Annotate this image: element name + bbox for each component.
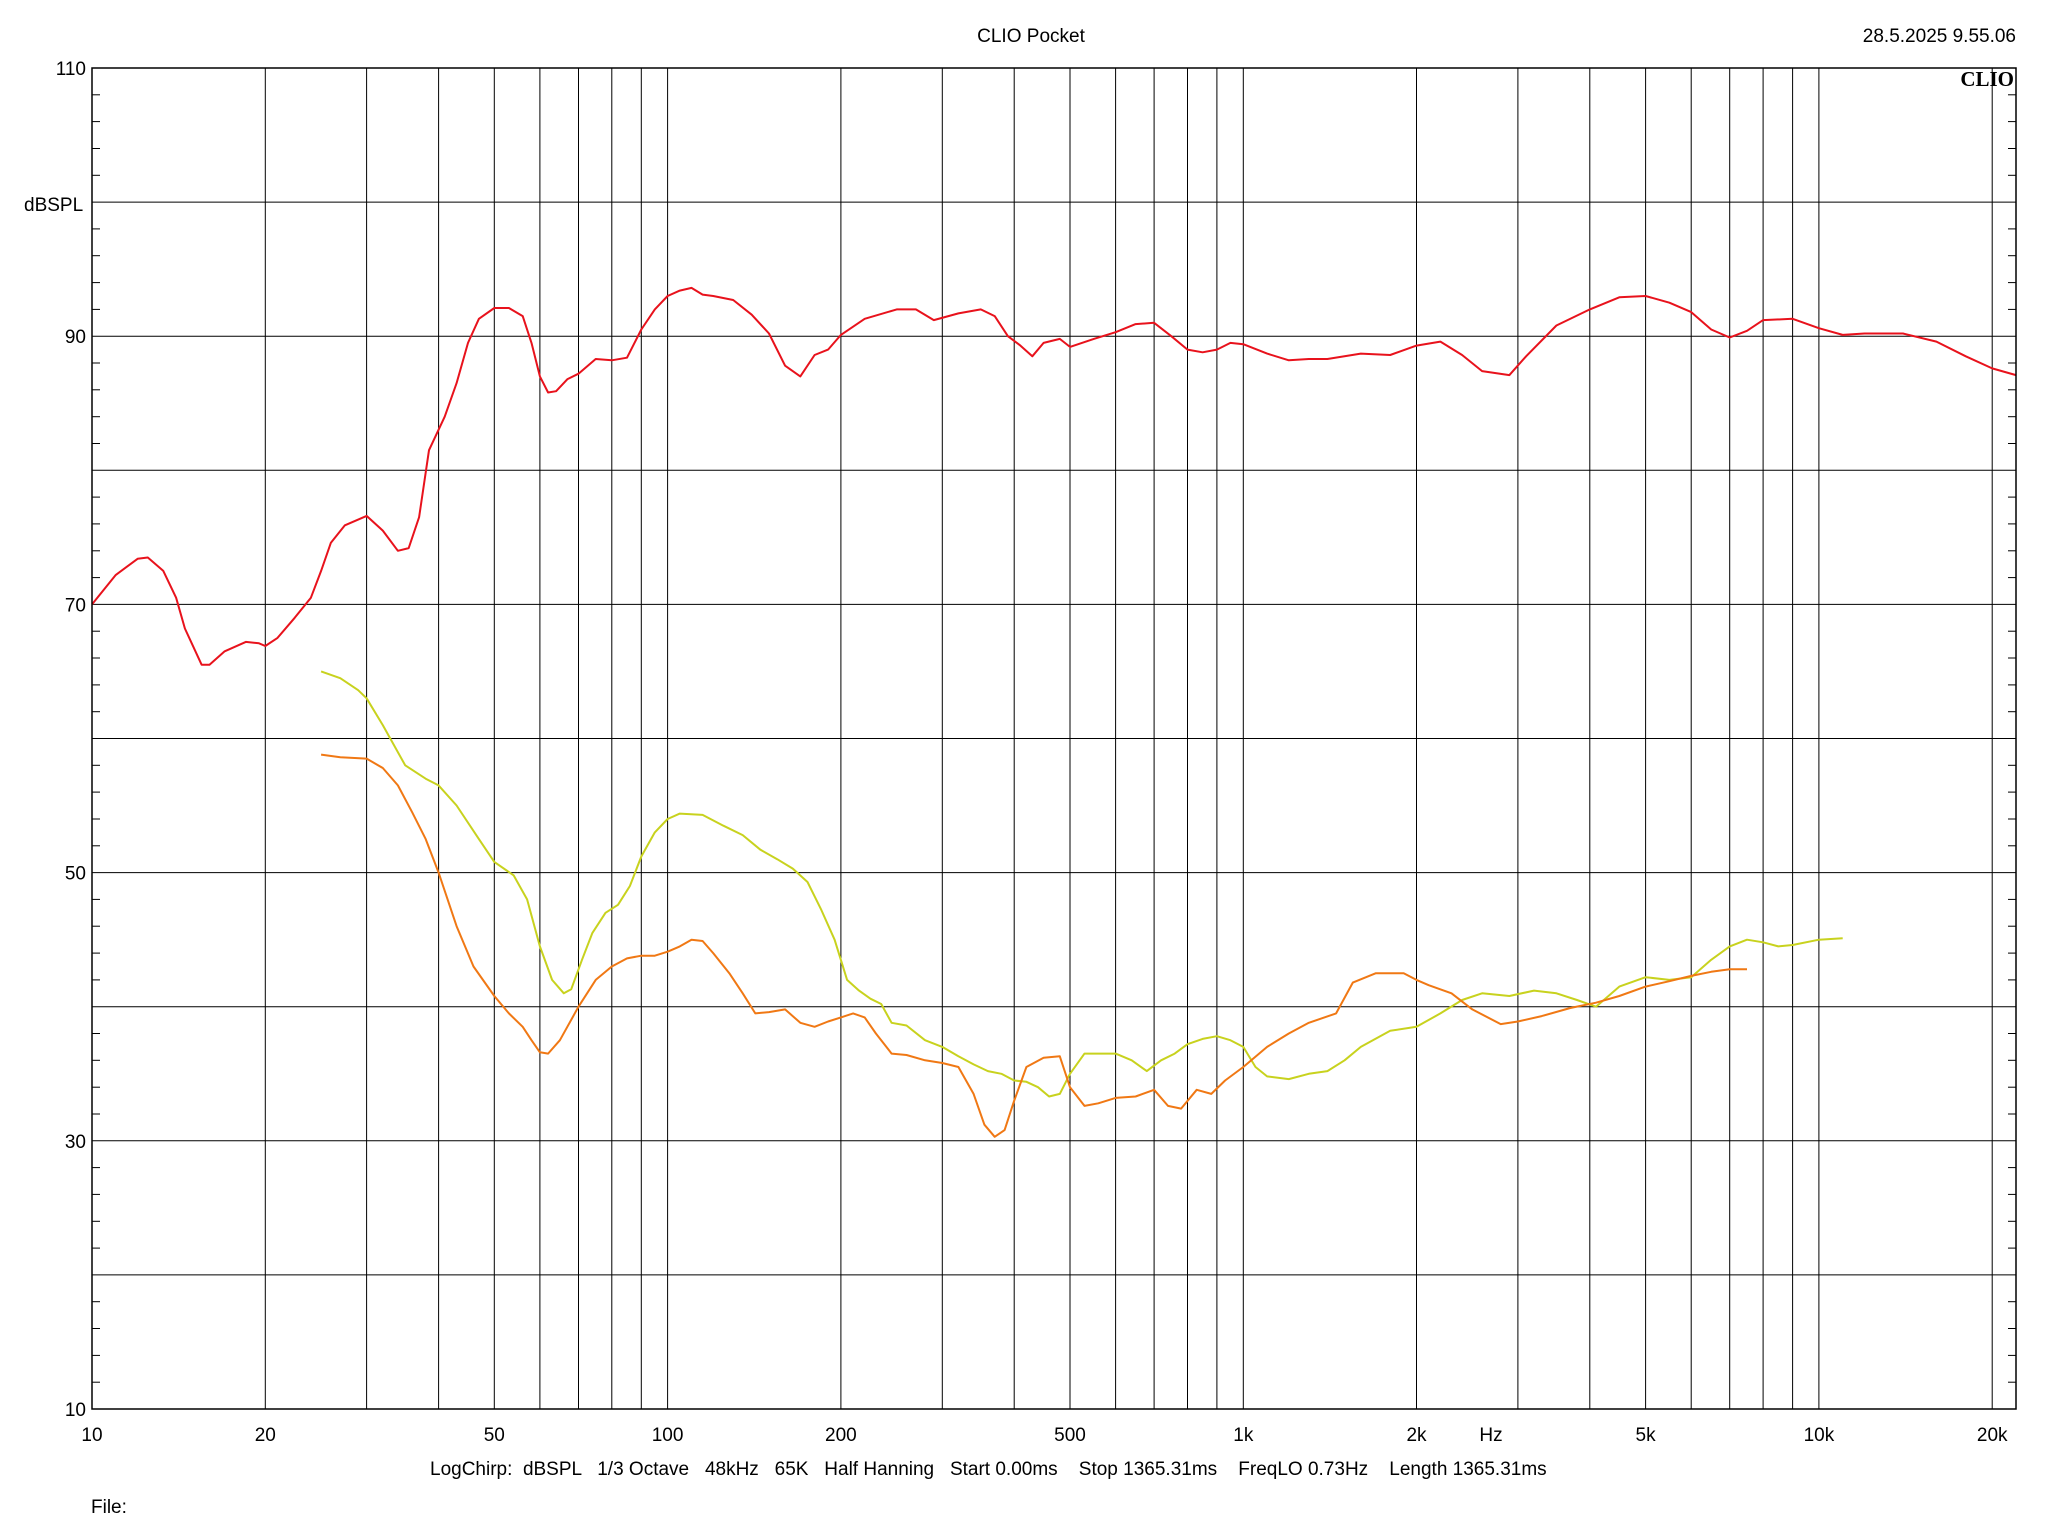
series-lines	[91, 286, 2017, 1138]
x-tick-label: 10	[81, 1425, 102, 1446]
file-label: File:	[91, 1497, 127, 1518]
chart-title: CLIO Pocket	[977, 26, 1085, 47]
x-tick-labels: 10 20 50 100 200 500 1k 2k 5k 10k 20k	[81, 1425, 2008, 1446]
x-tick-label: 200	[825, 1425, 857, 1446]
y-minor-ticks	[92, 94, 2016, 1383]
x-tick-label: 100	[652, 1425, 684, 1446]
x-tick-label: 500	[1054, 1425, 1086, 1446]
plot-frame	[91, 67, 2017, 1410]
x-tick-label: 1k	[1233, 1425, 1254, 1446]
x-tick-label: 10k	[1804, 1425, 1835, 1446]
x-tick-label: 2k	[1406, 1425, 1427, 1446]
y-tick-label: 50	[65, 864, 86, 885]
chart-timestamp: 28.5.2025 9.55.06	[1863, 26, 2016, 47]
measurement-settings: LogChirp: dBSPL 1/3 Octave 48kHz 65K Hal…	[430, 1459, 1547, 1480]
y-tick-label: 70	[65, 595, 86, 616]
y-tick-label: 110	[56, 59, 86, 80]
y-tick-label: 30	[65, 1132, 86, 1153]
grid-lines	[92, 68, 2016, 1409]
y-tick-label: 10	[65, 1400, 86, 1421]
x-tick-label: 5k	[1636, 1425, 1657, 1446]
clio-brand-logo: CLIO	[1960, 67, 2014, 91]
x-tick-label: 50	[484, 1425, 505, 1446]
x-tick-label: 20	[255, 1425, 276, 1446]
x-axis-label: Hz	[1479, 1425, 1502, 1446]
y-axis-label: dBSPL	[24, 195, 83, 216]
orange-series-line	[320, 753, 1747, 1138]
y-tick-labels: 110 90 70 50 30 10	[56, 59, 86, 1421]
x-tick-label: 20k	[1977, 1425, 2008, 1446]
y-tick-label: 90	[65, 327, 86, 348]
red-series-line	[91, 286, 2017, 666]
yellow-series-line	[320, 670, 1843, 1098]
